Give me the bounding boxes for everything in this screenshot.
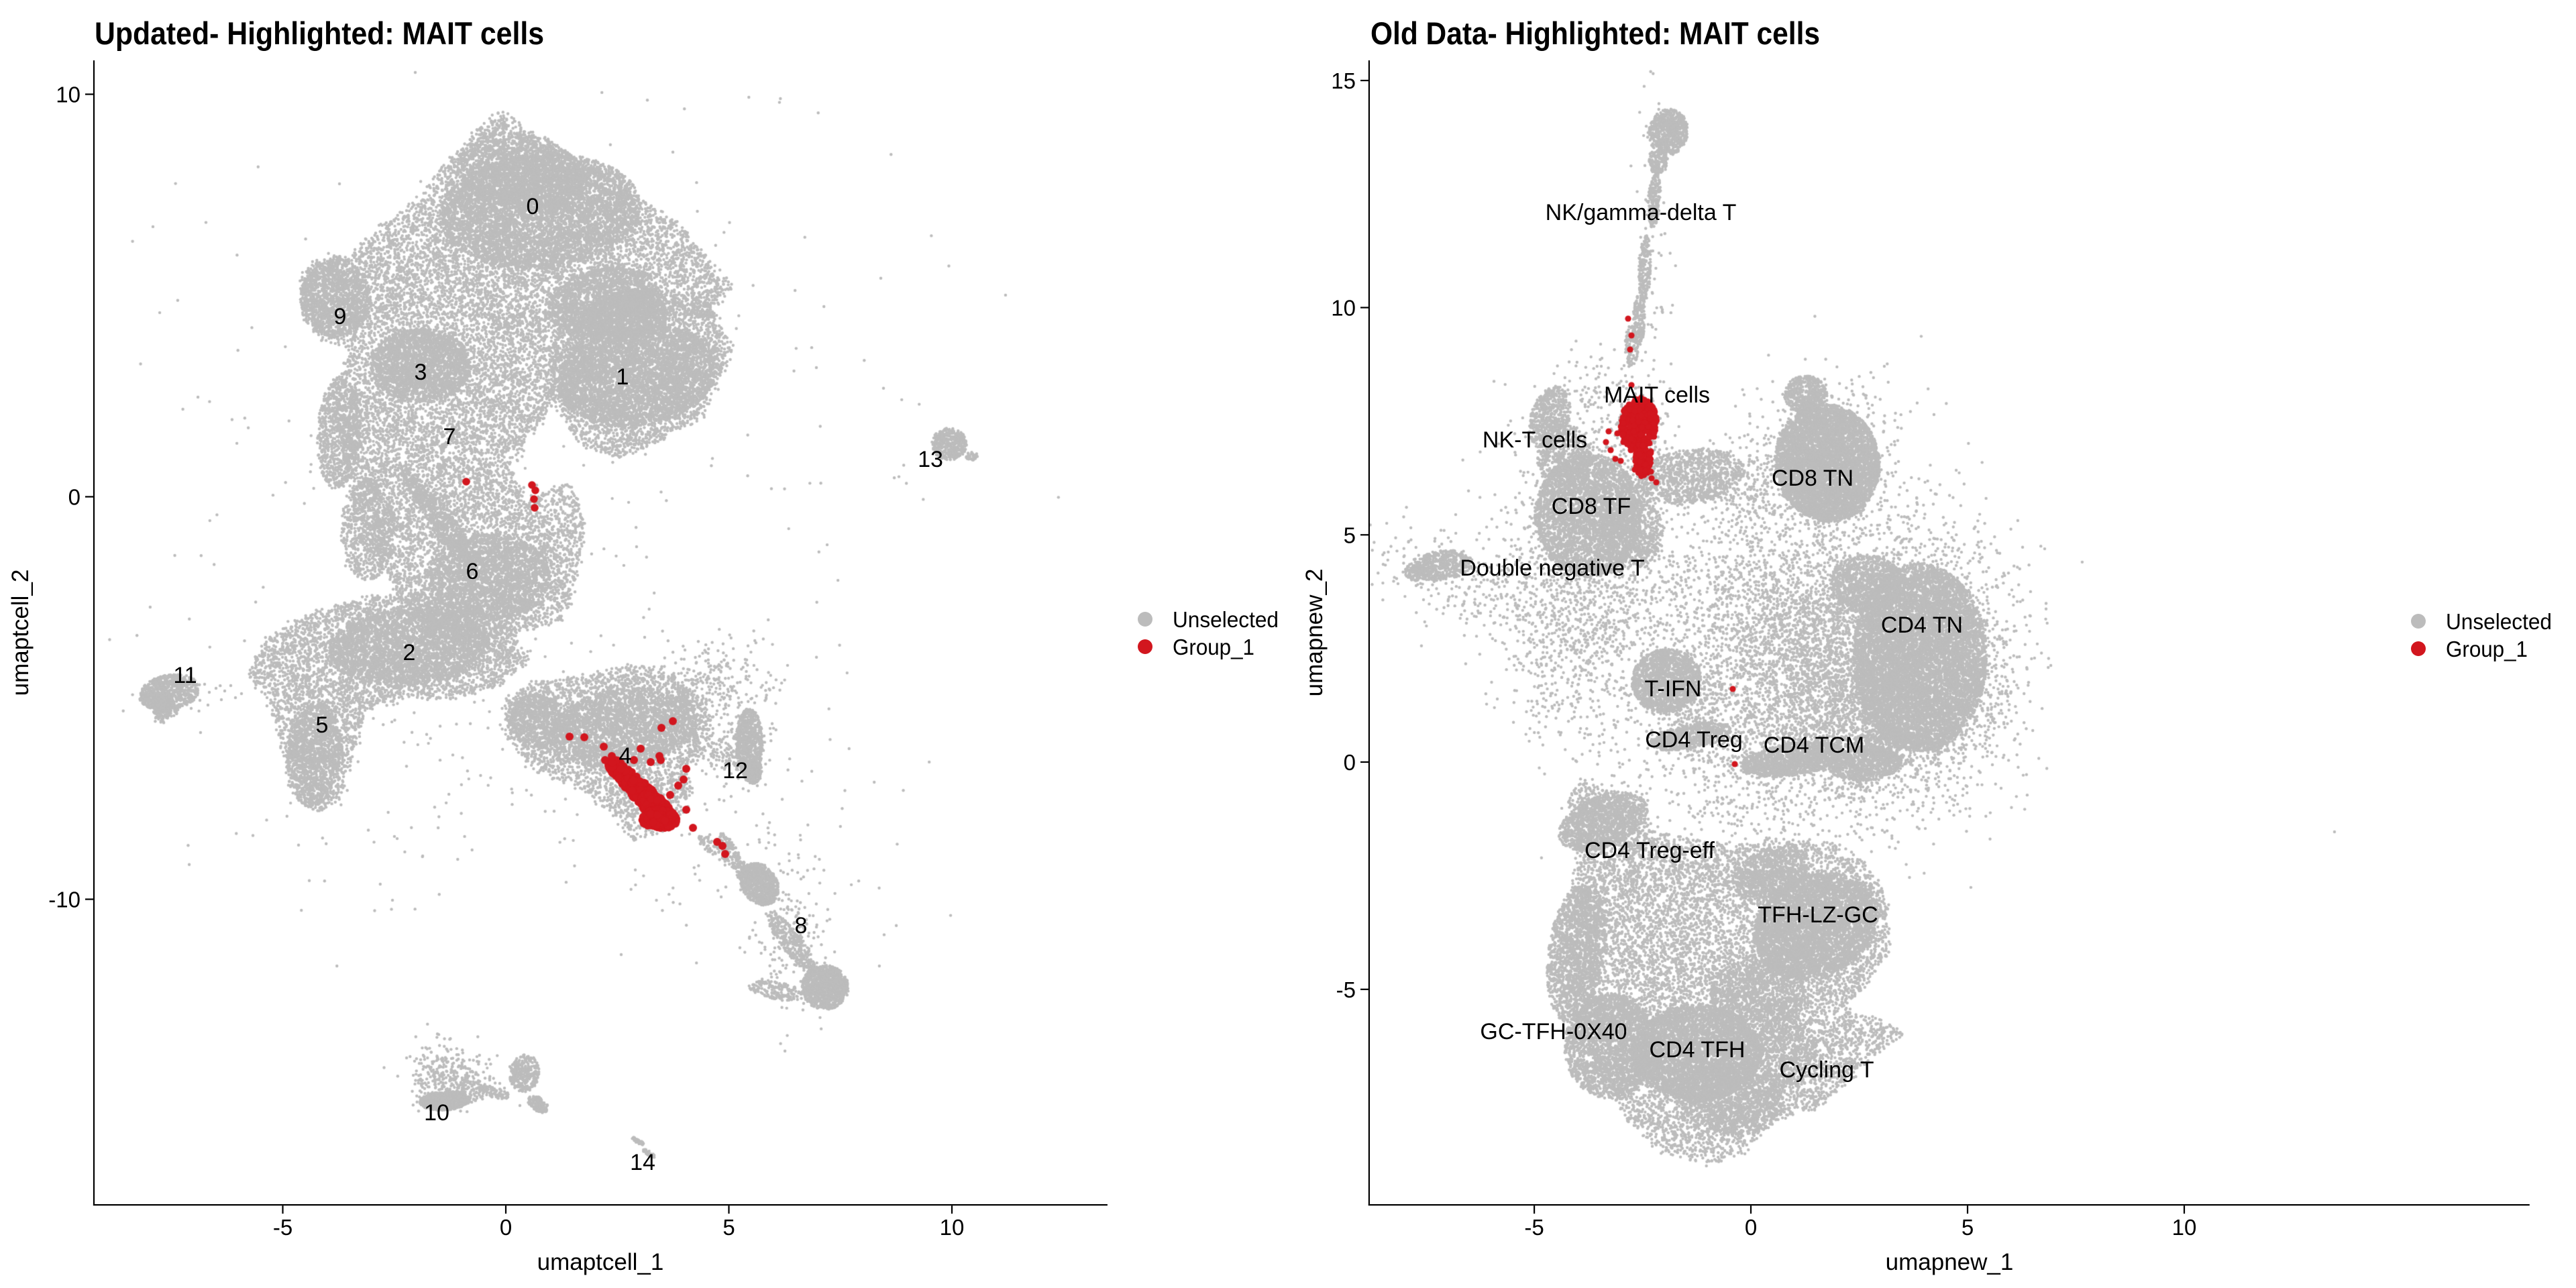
svg-text:5: 5 [1962, 1215, 1974, 1240]
svg-text:CD4 Treg-eff: CD4 Treg-eff [1585, 838, 1715, 863]
svg-text:CD4 TFH: CD4 TFH [1650, 1037, 1746, 1063]
svg-text:CD8 TF: CD8 TF [1552, 494, 1631, 519]
svg-text:umapnew_1: umapnew_1 [1886, 1249, 2014, 1275]
svg-text:CD4 TCM: CD4 TCM [1764, 733, 1865, 758]
svg-text:0: 0 [527, 194, 539, 219]
svg-text:4: 4 [619, 743, 632, 769]
svg-text:10: 10 [1331, 296, 1356, 321]
svg-text:Unselected: Unselected [2446, 609, 2552, 634]
svg-text:7: 7 [443, 424, 456, 449]
svg-text:13: 13 [918, 447, 943, 472]
svg-text:9: 9 [334, 304, 347, 329]
svg-text:8: 8 [795, 913, 808, 938]
svg-text:14: 14 [630, 1150, 655, 1175]
svg-text:Group_1: Group_1 [2446, 637, 2528, 661]
svg-text:-5: -5 [273, 1215, 292, 1240]
svg-text:0: 0 [68, 485, 80, 510]
svg-text:-5: -5 [1336, 977, 1356, 1002]
svg-text:5: 5 [316, 712, 329, 738]
svg-text:CD8 TN: CD8 TN [1772, 466, 1854, 491]
svg-text:10: 10 [940, 1215, 965, 1240]
svg-text:NK-T cells: NK-T cells [1483, 427, 1587, 453]
svg-text:1: 1 [616, 364, 629, 390]
svg-text:10: 10 [2172, 1215, 2197, 1240]
svg-text:T-IFN: T-IFN [1645, 676, 1702, 702]
svg-text:5: 5 [1344, 523, 1356, 547]
svg-text:0: 0 [1344, 750, 1356, 775]
svg-text:GC-TFH-0X40: GC-TFH-0X40 [1480, 1019, 1627, 1044]
svg-text:0: 0 [500, 1215, 512, 1240]
svg-text:Double negative T: Double negative T [1460, 555, 1644, 581]
svg-text:MAIT cells: MAIT cells [1604, 382, 1710, 408]
svg-text:Old Data- Highlighted: MAIT ce: Old Data- Highlighted: MAIT cells [1371, 15, 1820, 51]
svg-text:CD4 Treg: CD4 Treg [1645, 727, 1743, 753]
svg-text:-5: -5 [1524, 1215, 1544, 1240]
svg-text:11: 11 [173, 663, 197, 688]
svg-text:umapnew_2: umapnew_2 [1301, 569, 1328, 697]
svg-text:Updated- Highlighted: MAIT cel: Updated- Highlighted: MAIT cells [95, 15, 544, 51]
svg-text:0: 0 [1745, 1215, 1757, 1240]
svg-text:12: 12 [722, 758, 748, 784]
svg-text:umaptcell_1: umaptcell_1 [537, 1249, 664, 1275]
svg-text:2: 2 [403, 640, 416, 665]
svg-text:3: 3 [415, 360, 427, 385]
svg-text:Cycling T: Cycling T [1779, 1057, 1874, 1083]
svg-text:10: 10 [424, 1100, 449, 1126]
svg-text:Unselected: Unselected [1173, 607, 1279, 632]
svg-text:-10: -10 [48, 888, 80, 912]
svg-text:CD4 TN: CD4 TN [1881, 612, 1963, 638]
svg-text:5: 5 [722, 1215, 735, 1240]
svg-text:NK/gamma-delta T: NK/gamma-delta T [1546, 200, 1737, 225]
svg-text:10: 10 [56, 83, 80, 107]
svg-text:umaptcell_2: umaptcell_2 [7, 570, 34, 696]
svg-text:TFH-LZ-GC: TFH-LZ-GC [1758, 902, 1878, 928]
svg-text:15: 15 [1331, 68, 1356, 93]
svg-text:Group_1: Group_1 [1173, 635, 1254, 659]
svg-text:6: 6 [466, 559, 479, 584]
